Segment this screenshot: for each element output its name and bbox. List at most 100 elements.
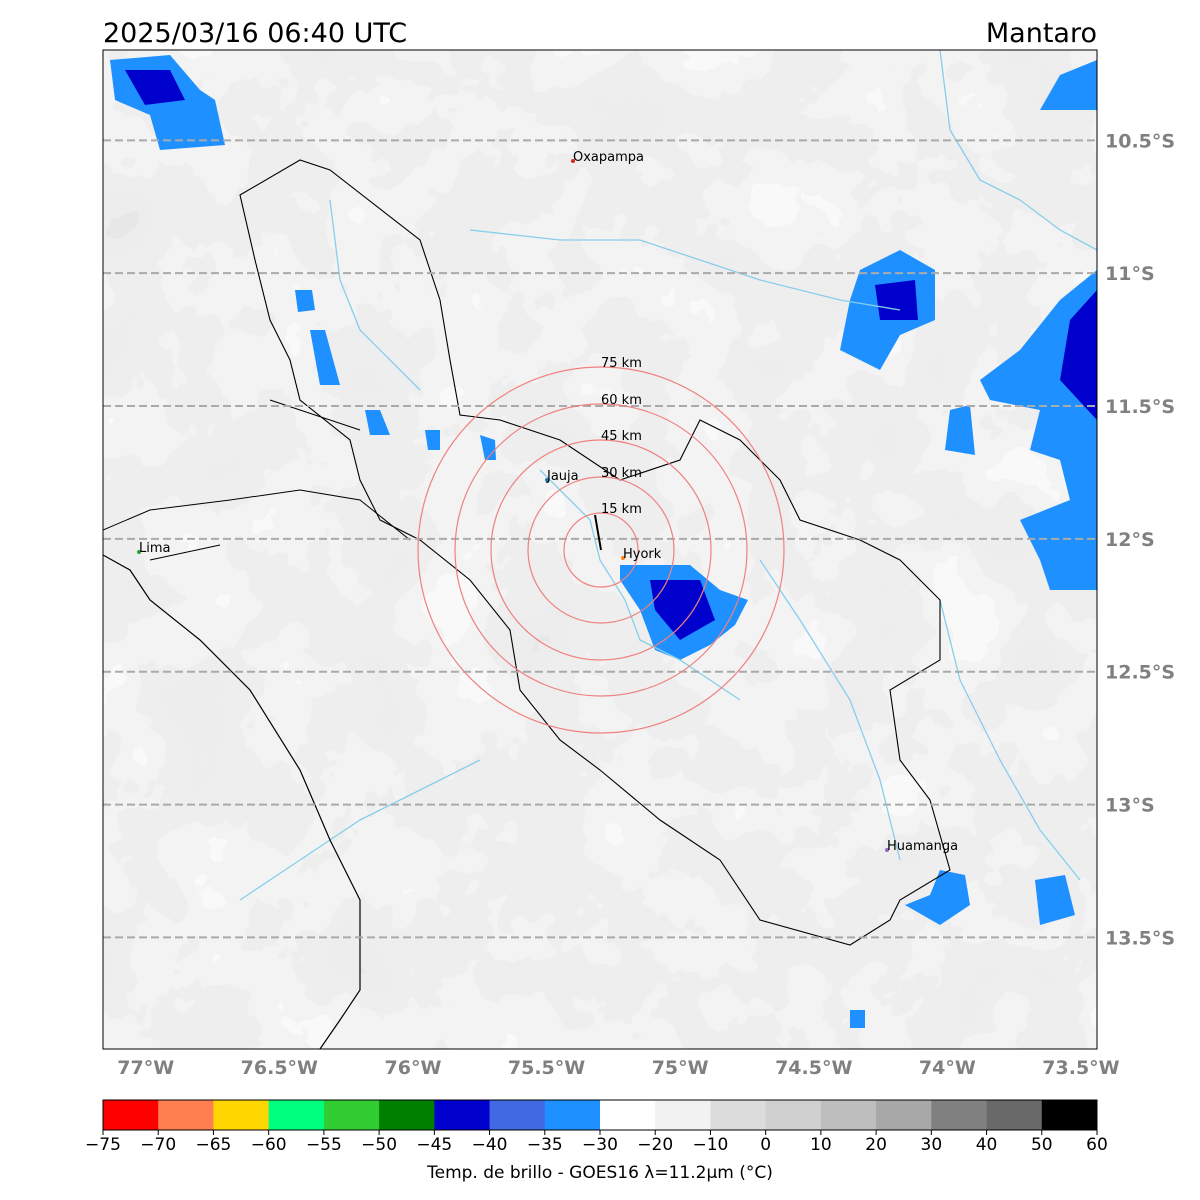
color-bin	[1041, 1100, 1098, 1130]
color-bin	[544, 1100, 601, 1130]
x-tick-label: 77°W	[117, 1057, 174, 1079]
city-label: Hyork	[623, 547, 662, 562]
ring	[417, 366, 785, 734]
x-tick-label: 75°W	[652, 1057, 709, 1079]
colorbar-tick-label: 60	[1086, 1135, 1108, 1155]
colorbar-tick-label: −50	[361, 1135, 397, 1155]
y-tick-label: 13°S	[1105, 795, 1155, 817]
color-bin	[820, 1100, 877, 1130]
city-dot	[885, 848, 889, 852]
basin-outline	[239, 159, 951, 946]
title-left: 2025/03/16 06:40 UTC	[103, 18, 407, 49]
color-bin	[379, 1100, 435, 1130]
map-frame	[102, 49, 1098, 1050]
coastline	[103, 554, 361, 1049]
color-bin	[489, 1100, 546, 1130]
cloud-cell	[945, 405, 975, 455]
river	[939, 50, 1097, 251]
cloud-cell	[650, 580, 715, 640]
y-tick-label: 13.5°S	[1105, 927, 1175, 949]
y-tick-label: 11°S	[1105, 263, 1155, 285]
color-bin	[268, 1100, 325, 1130]
x-tick-label: 74.5°W	[775, 1057, 852, 1079]
color-bin	[931, 1100, 988, 1130]
colorbar-tick-label: 0	[760, 1135, 771, 1155]
colorbar-tick-label: −60	[251, 1135, 287, 1155]
colorbar-tick-label: −30	[582, 1135, 618, 1155]
colorbar: −75 −70 −65 −60 −55 −50 −45 −40 −35 −30 −20 −10 0 10 2…	[85, 1099, 1108, 1155]
colorbar-tick-label: −35	[527, 1135, 563, 1155]
ring	[527, 476, 675, 624]
y-tick-label: 11.5°S	[1105, 396, 1175, 418]
colorbar-tick-label: −65	[195, 1135, 231, 1155]
x-tick-label: 74°W	[919, 1057, 976, 1079]
river	[329, 199, 421, 391]
color-bin	[986, 1100, 1043, 1130]
color-bin	[655, 1100, 711, 1130]
color-bin	[213, 1100, 270, 1130]
colorbar-tick-label: −45	[416, 1135, 452, 1155]
colorbar-tick-label: −40	[472, 1135, 508, 1155]
y-tick-label: 12°S	[1105, 529, 1155, 551]
ring-label: 45 km	[601, 429, 642, 444]
x-tick-label: 75.5°W	[508, 1057, 585, 1079]
city-label: Huamanga	[887, 839, 958, 854]
ring	[563, 512, 639, 588]
color-bin	[434, 1100, 491, 1130]
city-dot	[137, 550, 141, 554]
cloud-cell	[1040, 60, 1097, 110]
river	[239, 759, 481, 901]
y-tick-label: 10.5°S	[1105, 130, 1175, 152]
ring-label: 75 km	[601, 356, 642, 371]
cloud-cell	[905, 870, 970, 925]
river	[539, 469, 741, 701]
color-bin	[765, 1100, 822, 1130]
graticule	[103, 139, 1097, 939]
colorbar-tick-label: −20	[637, 1135, 673, 1155]
x-tick-label: 76°W	[385, 1057, 442, 1079]
colorbar-tick-label: 10	[810, 1135, 832, 1155]
title-right: Mantaro	[986, 18, 1097, 49]
cloud-cell	[1035, 875, 1075, 925]
colorbar-tick-label: −10	[692, 1135, 728, 1155]
city-label: Lima	[139, 541, 170, 556]
color-bin	[600, 1100, 656, 1130]
cold-clouds	[110, 55, 1097, 1028]
colorbar-tick-label: 50	[1031, 1135, 1053, 1155]
x-tick-label: 73.5°W	[1042, 1057, 1119, 1079]
city-label: Oxapampa	[573, 150, 644, 165]
color-bin	[876, 1100, 932, 1130]
colorbar-tick-label: 20	[865, 1135, 887, 1155]
ring	[490, 439, 712, 661]
ring-label: 30 km	[601, 466, 642, 481]
y-tick-label: 12.5°S	[1105, 662, 1175, 684]
city-dot	[571, 159, 575, 163]
city-dot	[545, 478, 549, 482]
city-dot	[621, 556, 625, 560]
color-bin	[710, 1100, 767, 1130]
colorbar-tick-label: −55	[306, 1135, 342, 1155]
cloud-cell	[875, 280, 918, 320]
colorbar-label: Temp. de brillo - GOES16 λ=11.2μm (°C)	[426, 1163, 773, 1183]
colorbar-tick-label: 30	[921, 1135, 943, 1155]
river	[939, 599, 1081, 881]
cloud-cell	[1060, 290, 1097, 420]
colorbar-tick-label: 40	[976, 1135, 998, 1155]
river	[759, 559, 901, 861]
rivers	[239, 50, 1097, 901]
color-bin	[103, 1100, 159, 1130]
cloud-cell	[125, 70, 185, 105]
x-tick-label: 76.5°W	[241, 1057, 318, 1079]
city-label: Jauja	[546, 469, 579, 484]
range-rings	[417, 366, 785, 734]
station-line	[594, 514, 602, 551]
ring-label: 60 km	[601, 393, 642, 408]
colorbar-tick-label: −75	[85, 1135, 121, 1155]
color-bin	[158, 1100, 214, 1130]
color-bin	[323, 1100, 380, 1130]
colorbar-tick-label: −70	[140, 1135, 176, 1155]
ring-label: 15 km	[601, 502, 642, 517]
river	[469, 229, 901, 311]
